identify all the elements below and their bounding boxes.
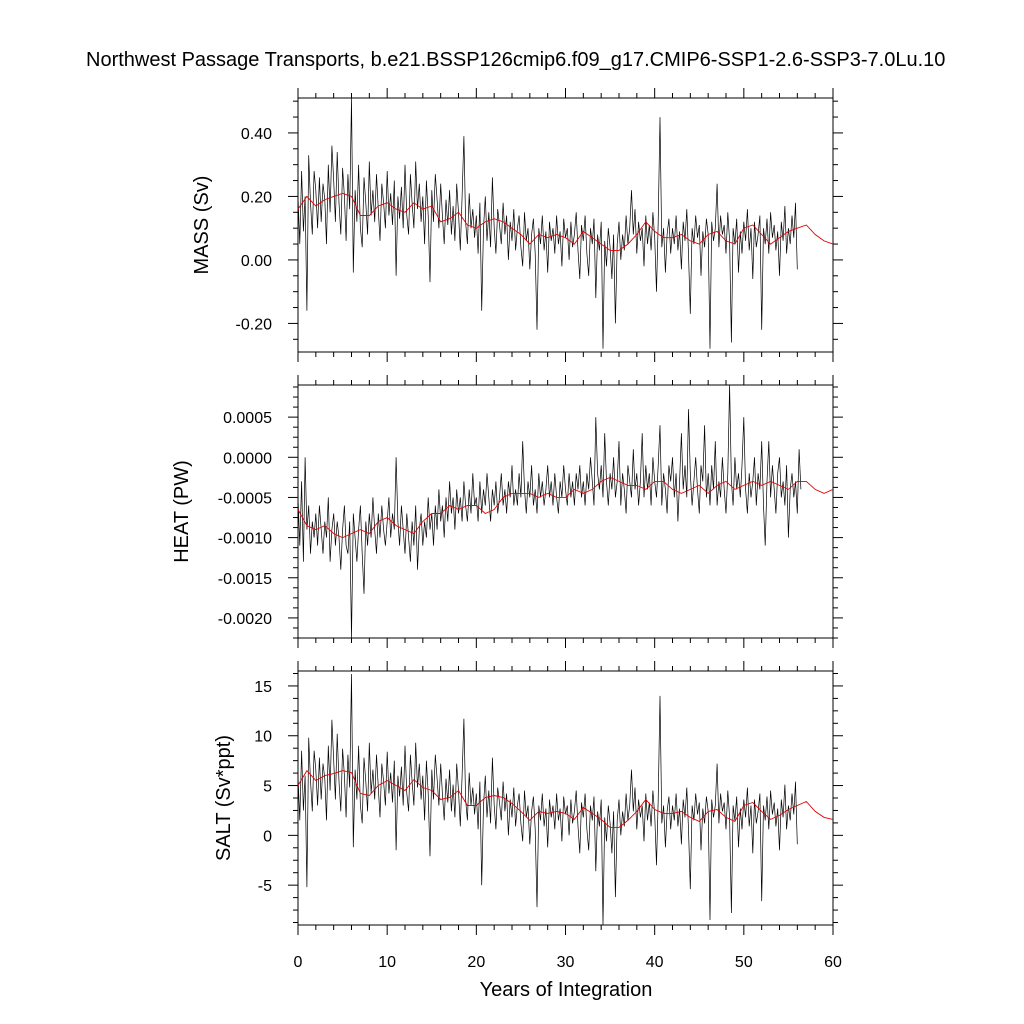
chart-title: Northwest Passage Transports, b.e21.BSSP… (86, 49, 945, 71)
y-tick-label: 0.0000 (223, 450, 272, 467)
smoothed-series-line (297, 769, 834, 828)
y-tick-label: -0.0005 (218, 490, 272, 507)
x-tick-label: 50 (735, 954, 753, 971)
panel-3: -5 0 5 10 15 SALT (Sv*ppt) (213, 661, 843, 935)
y-tick-label: 0 (263, 828, 272, 845)
y-tick-label: 5 (263, 779, 272, 796)
plot-frame (297, 384, 834, 639)
y-tick-label: 10 (254, 729, 272, 746)
y-tick-label: -0.0020 (218, 611, 272, 628)
y-tick-label: -0.0010 (218, 531, 272, 548)
x-tick-label: 20 (467, 954, 485, 971)
y-tick-label: 15 (254, 679, 272, 696)
raw-series-line (297, 384, 802, 639)
y-tick-label: -5 (258, 878, 272, 895)
smoothed-series-line (297, 192, 834, 251)
y-tick-label: 0.40 (241, 126, 272, 143)
x-tick-label: 10 (378, 954, 396, 971)
x-axis-label: Years of Integration (480, 979, 653, 1001)
y-tick-label: 0.0005 (223, 410, 272, 427)
panel-1: -0.20 0.00 0.20 0.40 MASS (Sv) (191, 88, 843, 362)
x-tick-label: 60 (824, 954, 842, 971)
y-axis-label: HEAT (PW) (171, 460, 193, 563)
y-tick-label: 0.00 (241, 253, 272, 270)
y-tick-label: -0.0015 (218, 571, 272, 588)
raw-series-line (297, 673, 798, 926)
plot-frame (297, 670, 834, 926)
smoothed-series-line (297, 476, 834, 539)
y-axis-label: SALT (Sv*ppt) (213, 735, 235, 861)
y-tick-label: 0.20 (241, 189, 272, 206)
y-tick-label: -0.20 (236, 316, 273, 333)
panels: -0.20 0.00 0.20 0.40 MASS (Sv) -0.0020 -0.0015… (171, 88, 843, 971)
panel-2: -0.0020 -0.0015 -0.0010 -0.0005 0.0000 0.0005… (171, 375, 843, 648)
x-tick-label: 30 (557, 954, 575, 971)
x-tick-label: 40 (646, 954, 664, 971)
y-axis-label: MASS (Sv) (191, 176, 213, 275)
raw-series-line (297, 97, 798, 349)
x-tick-label: 0 (294, 954, 303, 971)
